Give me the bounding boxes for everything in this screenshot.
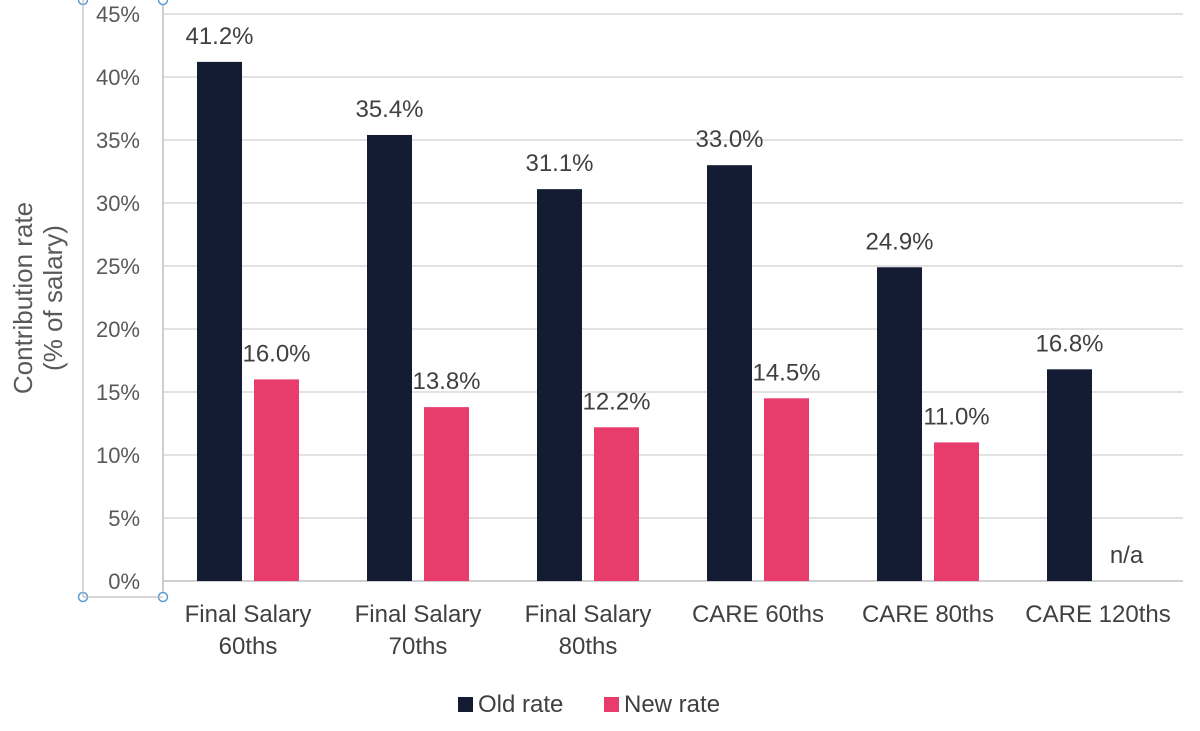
data-label: 35.4% [355, 96, 423, 123]
y-axis-title-text: Contribution rate(% of salary) [8, 202, 68, 394]
bar-new-rate [254, 379, 299, 581]
data-label: 24.9% [865, 228, 933, 255]
category-label: 60ths [219, 633, 278, 660]
y-tick-label: 20% [96, 317, 140, 342]
data-label: 11.0% [923, 403, 989, 430]
selection-handle[interactable] [157, 0, 169, 6]
category-label: Final Salary [185, 601, 312, 628]
bar-old-rate [197, 61, 242, 581]
y-tick-label: 35% [96, 128, 140, 153]
category-label: CARE 120ths [1025, 601, 1170, 628]
data-label: 33.0% [695, 126, 763, 153]
category-label: CARE 80ths [862, 601, 994, 628]
y-axis-title-line: Contribution rate [8, 202, 38, 394]
y-tick-label: 45% [96, 2, 140, 27]
y-tick-label: 5% [108, 506, 140, 531]
legend-swatch [458, 697, 473, 712]
category-label: 70ths [389, 633, 448, 660]
category-labels: Final Salary 60ths Final Salary 70ths Final … [185, 601, 1171, 660]
legend: Old rate New rate [458, 691, 720, 718]
y-tick-label: 10% [96, 443, 140, 468]
gridlines: 0% 5% 10% 15% 20% 25% 30% 35% 40% 45% [96, 2, 1183, 594]
bar-new-rate [764, 398, 809, 581]
y-tick-label: 15% [96, 380, 140, 405]
category-label: 80ths [559, 633, 618, 660]
y-tick-label: 40% [96, 65, 140, 90]
data-label: 31.1% [525, 150, 593, 177]
bar-old-rate [877, 267, 922, 581]
y-tick-label: 30% [96, 191, 140, 216]
axes [162, 0, 1183, 595]
legend-label: Old rate [478, 691, 563, 718]
y-tick-label: 0% [108, 569, 140, 594]
category-label: Final Salary [355, 601, 482, 628]
data-label: 13.8% [412, 368, 480, 395]
y-tick-label: 25% [96, 254, 140, 279]
bar-new-rate [934, 442, 979, 581]
bar-old-rate [537, 189, 582, 581]
bar-new-rate [594, 427, 639, 581]
chart-selection-frame[interactable] [77, 0, 169, 603]
data-label: 41.2% [185, 23, 253, 50]
data-label: 16.0% [242, 340, 310, 367]
bar-new-rate [424, 407, 469, 581]
data-label: 12.2% [582, 388, 650, 415]
data-labels: 41.2% 16.0% 35.4% 13.8% 31.1% 12.2% 33.0% 14.5%… [185, 23, 1143, 569]
data-label: 16.8% [1035, 330, 1103, 357]
bars [197, 61, 1092, 581]
data-label: 14.5% [752, 359, 820, 386]
bar-old-rate [1047, 369, 1092, 581]
y-axis-title-line: (% of salary) [38, 225, 68, 371]
bar-old-rate [367, 134, 412, 581]
category-label: Final Salary [525, 601, 652, 628]
bar-old-rate [707, 165, 752, 581]
category-label: CARE 60ths [692, 601, 824, 628]
data-label-na: n/a [1110, 542, 1144, 569]
legend-label: New rate [624, 691, 720, 718]
y-axis-title: Contribution rate(% of salary) [8, 202, 68, 394]
legend-swatch [604, 697, 619, 712]
